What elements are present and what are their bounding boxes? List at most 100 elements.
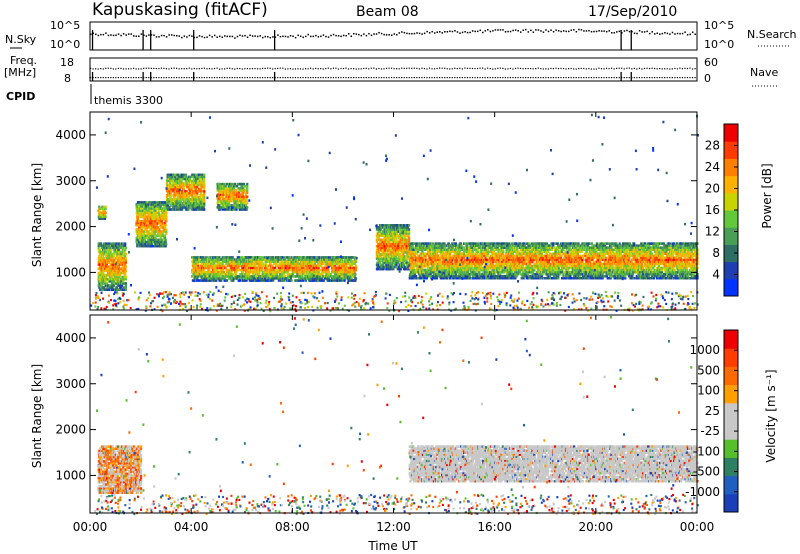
nave-point xyxy=(682,77,683,78)
nsky-point xyxy=(507,31,509,33)
nave-point xyxy=(254,77,255,78)
freq-point xyxy=(664,68,665,69)
freq-point xyxy=(173,68,174,69)
nsky-point xyxy=(687,34,689,36)
freq-point xyxy=(219,68,220,69)
nave-point xyxy=(209,77,210,78)
nsky-point xyxy=(267,36,269,38)
nsky-point xyxy=(409,33,411,35)
freq-point xyxy=(636,68,637,69)
nsky-point xyxy=(497,29,499,31)
nsky-point xyxy=(530,30,532,32)
nsearch-tick-top: 10^5 xyxy=(704,19,734,32)
nsky-point xyxy=(399,32,401,34)
freq-point xyxy=(540,68,541,69)
nave-point xyxy=(257,77,258,78)
freq-point xyxy=(593,68,594,69)
nsky-point xyxy=(133,35,135,37)
nsky-point xyxy=(603,30,605,32)
nsky-point xyxy=(406,33,408,35)
nave-point xyxy=(520,77,521,78)
nsky-point xyxy=(474,31,476,33)
freq-point xyxy=(429,68,430,69)
nave-point xyxy=(176,77,177,78)
freq-point xyxy=(644,68,645,69)
freq-point xyxy=(363,68,364,69)
freq-point xyxy=(128,68,129,69)
nsky-point xyxy=(254,35,256,37)
nave-point xyxy=(616,77,617,78)
nave-point xyxy=(371,77,372,78)
nsky-point xyxy=(644,31,646,33)
heatmap-cell xyxy=(235,189,237,192)
nsky-point xyxy=(237,36,239,38)
nsky-point xyxy=(179,35,181,37)
freq-point xyxy=(153,68,154,69)
nsky-point xyxy=(247,36,249,38)
nave-point xyxy=(490,77,491,78)
nsky-point xyxy=(606,31,608,32)
nsky-point xyxy=(376,33,378,35)
freq-point xyxy=(689,68,690,69)
nave-point xyxy=(222,77,223,78)
nave-point xyxy=(657,77,658,78)
nave-point xyxy=(242,77,243,78)
freq-point xyxy=(568,68,569,69)
nsky-point xyxy=(166,36,168,38)
freq-point xyxy=(419,68,420,69)
nsky-point xyxy=(447,31,449,33)
nave-point xyxy=(550,77,551,78)
nave-point xyxy=(606,77,607,78)
freq-point xyxy=(234,68,235,69)
nsky-point xyxy=(351,36,353,38)
nave-point xyxy=(545,77,546,78)
nave-point xyxy=(522,77,523,78)
freq-point xyxy=(674,68,675,69)
nave-point xyxy=(308,77,309,78)
nsky-point xyxy=(629,31,631,33)
nave-point xyxy=(563,77,564,78)
nsky-point xyxy=(300,36,302,38)
nsky-point xyxy=(454,30,456,32)
freq-point xyxy=(272,68,273,69)
nave-point xyxy=(672,77,673,78)
freq-point xyxy=(259,68,260,69)
nave-point xyxy=(692,77,693,78)
freq-point xyxy=(353,68,354,69)
freq-point xyxy=(477,68,478,69)
freq-point xyxy=(631,68,632,69)
nsky-point xyxy=(419,33,421,35)
nave-point xyxy=(573,77,574,78)
nave-point xyxy=(345,77,346,78)
nsky-point xyxy=(199,35,201,37)
nsky-point xyxy=(591,31,593,33)
nsky-point xyxy=(373,33,375,35)
freq-point xyxy=(386,68,387,69)
nave-point xyxy=(300,77,301,78)
nave-point xyxy=(348,77,349,78)
nave-point xyxy=(639,77,640,78)
date-title: 17/Sep/2010 xyxy=(588,4,677,20)
freq-point xyxy=(606,68,607,69)
freq-point xyxy=(571,68,572,69)
freq-point xyxy=(184,68,185,69)
nave-point xyxy=(386,77,387,78)
nsky-point xyxy=(434,32,436,34)
heatmap-cell xyxy=(125,282,127,285)
nave-point xyxy=(689,77,690,78)
nsky-point xyxy=(338,35,340,37)
nave-point xyxy=(363,77,364,78)
heatmap-cell xyxy=(246,202,248,205)
nsky-point xyxy=(439,31,441,33)
nsky-point xyxy=(118,33,120,35)
nave-point xyxy=(156,77,157,78)
heatmap-cell xyxy=(290,279,292,282)
heatmap-cell xyxy=(125,265,127,268)
freq-point xyxy=(186,68,187,69)
nave-point xyxy=(171,77,172,78)
heatmap-cell xyxy=(244,185,246,188)
nsky-point xyxy=(667,33,669,35)
freq-point xyxy=(616,68,617,69)
nsky-point xyxy=(659,33,661,35)
